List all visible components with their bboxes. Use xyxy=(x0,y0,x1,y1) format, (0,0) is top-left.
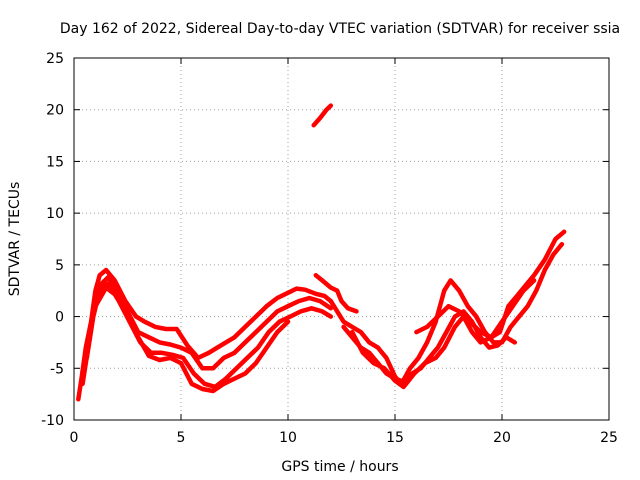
x-tick-label: 25 xyxy=(600,430,618,446)
series-track-b xyxy=(80,275,334,387)
y-tick-label: -5 xyxy=(50,361,64,377)
series-track-f xyxy=(313,272,359,314)
y-tick-label: 5 xyxy=(55,258,64,274)
x-tick-label: 20 xyxy=(493,430,511,446)
x-axis-label: GPS time / hours xyxy=(281,459,398,475)
y-tick-label: 20 xyxy=(46,103,64,119)
x-tick-label: 15 xyxy=(386,430,404,446)
x-tick-label: 0 xyxy=(70,430,79,446)
y-tick-label: 0 xyxy=(55,310,64,326)
y-tick-label: 15 xyxy=(46,154,64,170)
series-track-g xyxy=(328,241,565,387)
y-tick-label: 25 xyxy=(46,51,64,67)
series-layer xyxy=(76,103,567,402)
plot-frame xyxy=(73,57,610,421)
series-track-d xyxy=(93,285,291,394)
tick-layer: 0 5 10 15 20 25 -10 -5 0 5 10 15 20 25 xyxy=(41,51,618,446)
series-track-j xyxy=(414,278,537,340)
y-tick-label: -10 xyxy=(41,413,64,429)
y-tick-label: 10 xyxy=(46,206,64,222)
chart-title: Day 162 of 2022, Sidereal Day-to-day VTE… xyxy=(60,21,620,37)
series-track-e xyxy=(311,103,334,128)
grid-layer xyxy=(74,58,609,420)
y-axis-label: SDTVAR / TECUs xyxy=(7,182,23,297)
x-tick-label: 5 xyxy=(177,430,186,446)
series-track-h xyxy=(341,309,518,384)
x-tick-label: 10 xyxy=(279,430,297,446)
